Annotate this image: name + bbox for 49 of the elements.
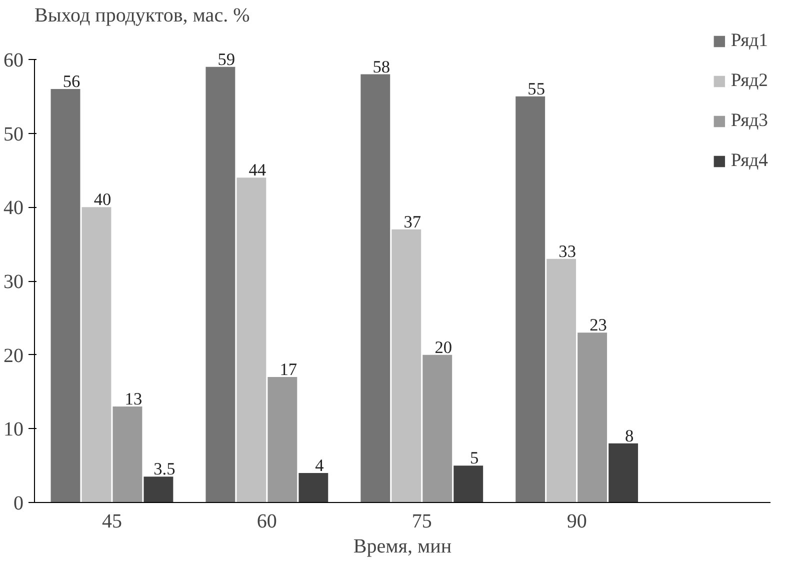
legend-label: Ряд1 [730,30,768,52]
bar [298,472,328,502]
bar [268,376,298,502]
data-label: 17 [280,360,298,379]
y-tick-label: 50 [4,123,24,146]
y-tick-label: 0 [14,492,24,514]
y-tick-label: 60 [4,50,24,72]
data-label: 55 [528,79,545,98]
y-axis-title: Выход продуктов, мас. % [34,4,250,26]
data-label: 33 [558,242,576,261]
bar [236,178,266,502]
y-tick-label: 30 [4,271,24,294]
bar [360,74,390,502]
bar [112,406,142,502]
bar [82,207,112,502]
bar [608,443,638,502]
bar [422,354,452,502]
data-label: 4 [315,456,324,475]
bar [206,66,236,502]
data-label: 59 [218,50,236,69]
data-label: 5 [470,448,479,468]
bar [50,89,80,502]
bar [454,466,484,502]
data-label: 8 [624,426,634,446]
x-tick-label: 45 [102,510,122,532]
x-axis-title: Время, мин [353,536,452,558]
x-tick-label: 75 [412,510,432,532]
data-label: 58 [372,57,390,76]
data-label: 37 [404,212,422,232]
bar [546,258,576,502]
data-label: 40 [94,190,112,210]
data-label: 44 [248,160,266,180]
data-label: 20 [434,338,452,357]
bar [392,229,422,502]
x-tick-label: 60 [256,510,277,532]
y-tick-label: 10 [4,418,24,441]
data-label: 56 [62,72,80,92]
legend-label: Ряд3 [730,110,768,132]
legend-label: Ряд4 [730,150,768,172]
bar [144,476,174,502]
x-tick-label: 90 [566,510,587,532]
data-label: 13 [124,390,142,409]
y-tick-label: 20 [4,344,24,367]
data-label: 23 [590,316,607,335]
legend-label: Ряд2 [730,70,768,92]
bar [578,332,608,502]
y-tick-label: 40 [4,197,24,220]
data-label: 3.5 [154,460,176,479]
bar [516,96,546,502]
